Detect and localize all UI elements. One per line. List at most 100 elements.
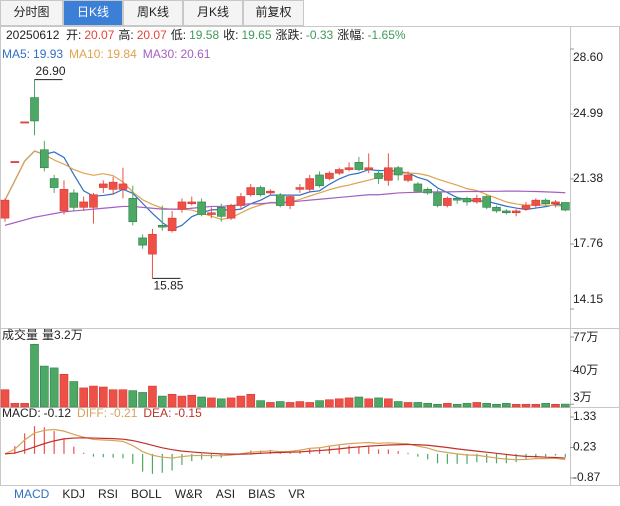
candle-body (40, 149, 49, 169)
tab-label: 周K线 (137, 5, 169, 19)
volume-bar (59, 373, 69, 408)
legend: MACD: -0.12 DIFF: -0.21 DEA: -0.15 (2, 406, 202, 420)
candle-body (511, 210, 521, 214)
y-tick-label: 24.99 (573, 106, 603, 120)
candle-body (295, 187, 305, 190)
candle-body (531, 199, 541, 206)
y-tick-label: -0.87 (573, 470, 601, 484)
candle-body (275, 194, 285, 206)
candle-body (492, 207, 501, 212)
candle-body (118, 183, 128, 190)
legend-value: 19.84 (107, 47, 137, 61)
tab[interactable]: 周K线 (123, 0, 183, 26)
panel-subtitle: 量3.2万 (42, 328, 83, 342)
legend-value: -0.15 (174, 406, 202, 420)
candle-body (374, 172, 383, 179)
volume-bar (236, 395, 246, 408)
candle-body (561, 202, 570, 211)
candle-body (49, 178, 59, 188)
quote-value: 19.65 (241, 28, 271, 42)
y-tick-label: 3万 (573, 390, 592, 404)
volume-bar (49, 367, 59, 408)
volume-bar (315, 400, 324, 408)
indicator-tab[interactable]: VR (288, 487, 305, 501)
candle-body (325, 172, 334, 179)
quote-value: -1.65% (368, 28, 406, 42)
volume-bar (177, 395, 187, 408)
volume-bar (167, 393, 177, 408)
volume-bar (275, 401, 285, 408)
candle-body (128, 198, 138, 223)
volume-bar (531, 403, 541, 408)
legend-value: 20.61 (180, 47, 210, 61)
quote-label: 低: (171, 28, 186, 42)
candle-body (482, 196, 491, 208)
volume-bar (511, 403, 521, 408)
volume-bar (443, 403, 452, 408)
volume-bar (384, 398, 393, 408)
candle-body (502, 210, 511, 214)
volume-bar (452, 403, 462, 408)
indicator-tab-label: VR (288, 487, 305, 501)
volume-bar (40, 365, 49, 408)
tab-label: 日K线 (77, 5, 109, 19)
annotation-label: 15.85 (153, 279, 183, 293)
tab[interactable]: 前复权 (243, 0, 304, 26)
candle-body (246, 187, 256, 196)
candle-body (462, 198, 472, 203)
indicator-tab[interactable]: W&R (175, 487, 203, 501)
quote-line: 开: 20.07 高: 20.07 低: 19.58 收: 19.65 涨跌: -0.33 涨幅: -… (66, 27, 406, 42)
y-tick-label: 17.76 (573, 236, 603, 250)
indicator-tab-label: KDJ (62, 487, 85, 501)
volume-bar (561, 403, 570, 408)
candle-body (20, 121, 29, 124)
volume-bar (197, 396, 206, 408)
tab[interactable]: 月K线 (183, 0, 243, 26)
candle-body (256, 187, 265, 196)
macd-line (4, 437, 566, 459)
indicator-tab[interactable]: KDJ (62, 487, 85, 501)
ma-line (4, 190, 566, 226)
candle-body (433, 192, 442, 206)
legend-name: MA5: (2, 47, 30, 61)
tab[interactable]: 分时图 (0, 0, 63, 26)
volume-bar (118, 389, 128, 408)
volume-bar (325, 399, 334, 408)
panel-title: 成交量 (2, 327, 38, 342)
volume-bar (0, 389, 10, 408)
volume-bar (423, 403, 432, 408)
volume-bar (187, 394, 197, 408)
candle-body (0, 199, 10, 219)
candle-body (108, 181, 118, 190)
candle-body (285, 196, 295, 206)
tab[interactable]: 日K线 (63, 0, 123, 26)
tab-bg (0, 0, 63, 26)
candle-body (315, 174, 324, 187)
candle-body (403, 174, 413, 181)
indicator-tab[interactable]: BIAS (248, 487, 275, 501)
indicator-tab[interactable]: RSI (98, 487, 118, 501)
indicator-tab[interactable]: ASI (216, 487, 235, 501)
quote-label: 收: (223, 28, 238, 42)
y-tick-label: 77万 (573, 330, 598, 344)
candle-body (354, 162, 364, 170)
volume-bar (266, 402, 275, 408)
indicator-tab[interactable]: MACD (14, 487, 50, 501)
macd-line (4, 428, 566, 461)
quote-label: 涨幅: (337, 27, 364, 42)
candle-body (236, 196, 246, 206)
indicator-tab-label: RSI (98, 487, 118, 501)
quote-value: 20.07 (84, 28, 114, 42)
indicator-tab-label: BIAS (248, 487, 275, 501)
y-tick-label: 21.38 (573, 171, 603, 185)
volume-bar (433, 403, 442, 408)
legend-name: MACD: (2, 406, 41, 420)
y-tick-label: 28.60 (573, 50, 603, 64)
volume-bar (502, 403, 511, 408)
candle-body (521, 205, 531, 210)
candle-body (551, 201, 560, 205)
indicator-tab[interactable]: BOLL (131, 487, 162, 501)
candle-body (167, 217, 177, 232)
candle-body (413, 183, 423, 192)
